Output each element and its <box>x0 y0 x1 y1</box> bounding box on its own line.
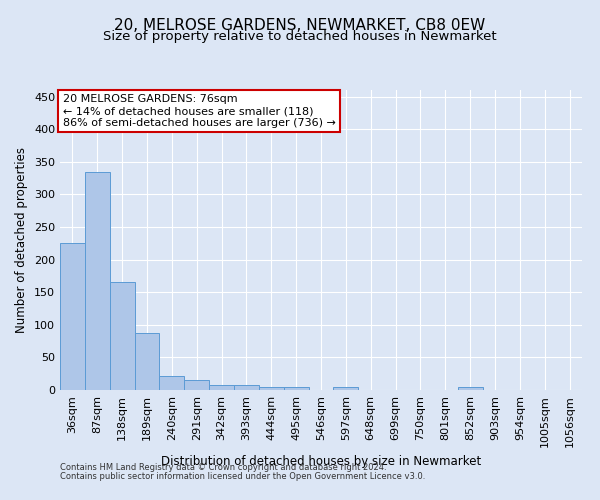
Text: Contains public sector information licensed under the Open Government Licence v3: Contains public sector information licen… <box>60 472 425 481</box>
Bar <box>184 380 209 390</box>
Bar <box>160 376 184 390</box>
Text: Size of property relative to detached houses in Newmarket: Size of property relative to detached ho… <box>103 30 497 43</box>
Bar <box>284 386 308 390</box>
Bar <box>85 172 110 390</box>
Text: Contains HM Land Registry data © Crown copyright and database right 2024.: Contains HM Land Registry data © Crown c… <box>60 464 386 472</box>
Bar <box>259 386 284 390</box>
Y-axis label: Number of detached properties: Number of detached properties <box>16 147 28 333</box>
Bar <box>134 334 160 390</box>
Bar <box>234 385 259 390</box>
Bar <box>334 386 358 390</box>
Bar <box>458 388 482 390</box>
Bar <box>60 244 85 390</box>
Bar <box>110 282 134 390</box>
Text: 20, MELROSE GARDENS, NEWMARKET, CB8 0EW: 20, MELROSE GARDENS, NEWMARKET, CB8 0EW <box>115 18 485 32</box>
X-axis label: Distribution of detached houses by size in Newmarket: Distribution of detached houses by size … <box>161 455 481 468</box>
Bar <box>209 386 234 390</box>
Text: 20 MELROSE GARDENS: 76sqm
← 14% of detached houses are smaller (118)
86% of semi: 20 MELROSE GARDENS: 76sqm ← 14% of detac… <box>62 94 335 128</box>
